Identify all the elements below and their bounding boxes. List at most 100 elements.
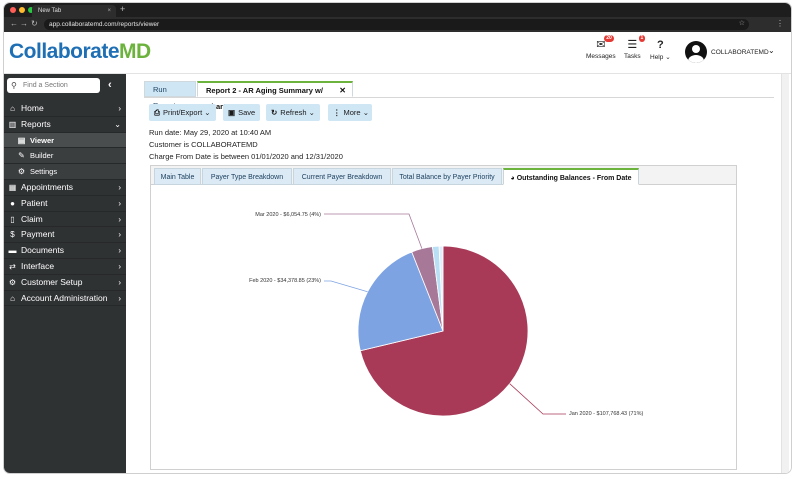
pie-chart-icon: ◕: [510, 175, 515, 182]
charge-from-text: Charge From Date is between 01/01/2020 a…: [149, 152, 343, 161]
chevron-right-icon: ›: [118, 104, 121, 113]
bookmark-star-icon[interactable]: ☆: [738, 20, 745, 27]
tab-outstanding-balances[interactable]: ◕ Outstanding Balances - From Date: [503, 168, 639, 185]
browser-tab-close-icon[interactable]: ×: [107, 8, 111, 14]
tab-current-payer-breakdown[interactable]: Current Payer Breakdown: [293, 168, 391, 185]
sidebar-item-reports[interactable]: ▥ Reports ⌄: [4, 116, 126, 133]
refresh-button[interactable]: ↻ Refresh ⌄: [266, 104, 320, 121]
save-icon: ▣: [228, 108, 236, 117]
browser-tabbar: New Tab × +: [4, 3, 791, 17]
chevron-down-icon: ⌄: [308, 108, 315, 117]
user-menu-chevron-icon[interactable]: ⌄: [768, 46, 775, 55]
browser-window: New Tab × + ← → ↻ app.collaboratemd.com/…: [4, 3, 791, 473]
tab-main-table[interactable]: Main Table: [154, 168, 201, 185]
sidebar-item-label: Settings: [30, 167, 58, 177]
chevron-right-icon: ›: [118, 277, 121, 287]
pie-label-1: Feb 2020 - $34,378.85 (23%): [249, 278, 321, 284]
wrench-icon: ✎: [18, 151, 25, 161]
home-icon: ⌂: [10, 104, 15, 113]
pie-leader-line-1: [324, 280, 368, 293]
sidebar-item-interface[interactable]: ⇄ Interface ›: [4, 258, 126, 275]
maximize-window-icon[interactable]: [28, 7, 34, 13]
payment-icon: $: [10, 230, 15, 240]
chevron-right-icon: ›: [118, 261, 121, 271]
sidebar-item-documents[interactable]: ▬ Documents ›: [4, 243, 126, 259]
sidebar-item-label: Payment: [21, 229, 55, 240]
tab-payer-type-breakdown[interactable]: Payer Type Breakdown: [202, 168, 292, 185]
back-icon[interactable]: ←: [10, 19, 18, 28]
help-icon: ?: [656, 39, 664, 51]
tab-divider: [144, 97, 774, 98]
sidebar-search-input[interactable]: ⚲ Find a Section: [7, 78, 100, 93]
messages-badge: 20: [604, 35, 614, 42]
main-content: Run Report Report 2 - AR Aging Summary w…: [126, 74, 791, 473]
chevron-right-icon: ›: [118, 246, 121, 256]
pie-slice-0[interactable]: [359, 245, 529, 417]
sidebar-item-payment[interactable]: $ Payment ›: [4, 227, 126, 244]
sidebar-item-claim[interactable]: ▯ Claim ›: [4, 211, 126, 228]
avatar[interactable]: [685, 41, 707, 63]
sidebar-item-label: Appointments: [21, 181, 73, 192]
sidebar-item-builder[interactable]: ✎ Builder: [4, 148, 126, 165]
browser-tab-title: New Tab: [38, 8, 62, 14]
sidebar-item-home[interactable]: ⌂ Home ›: [4, 101, 126, 117]
close-window-icon[interactable]: [10, 7, 16, 13]
search-placeholder: Find a Section: [23, 82, 68, 89]
chevron-down-icon: ⌄: [114, 119, 121, 129]
new-tab-button[interactable]: +: [120, 4, 126, 14]
forward-icon[interactable]: →: [20, 19, 28, 28]
pie-label-2: Mar 2020 - $6,054.75 (4%): [255, 212, 321, 218]
browser-tab[interactable]: New Tab ×: [32, 5, 116, 17]
refresh-icon: ↻: [271, 108, 278, 117]
chevron-right-icon: ›: [118, 198, 121, 208]
print-export-icon: ⎙: [154, 108, 160, 117]
sidebar-item-account-administration[interactable]: ⌂ Account Administration ›: [4, 290, 126, 307]
chevron-right-icon: ›: [118, 230, 121, 240]
url-input[interactable]: app.collaboratemd.com/reports/viewer: [44, 19, 749, 30]
pie-chart: Jan 2020 - $107,768.43 (71%) Feb 2020 - $…: [249, 212, 643, 417]
report-panel: Main Table Payer Type Breakdown Current …: [150, 165, 737, 470]
sidebar-item-label: Reports: [21, 118, 51, 129]
chevron-right-icon: ›: [118, 214, 121, 224]
print-export-button[interactable]: ⎙ Print/Export ⌄: [149, 104, 216, 121]
tab-run-report[interactable]: Run Report: [144, 81, 196, 110]
sidebar-item-patient[interactable]: ● Patient ›: [4, 195, 126, 212]
viewer-icon: ▤: [17, 135, 26, 145]
tasks-button[interactable]: ☰ 1 Tasks: [624, 35, 646, 60]
cogs-icon: ⚙: [8, 277, 17, 287]
tab-total-balance-by-payer-priority[interactable]: Total Balance by Payer Priority: [392, 168, 502, 185]
help-chevron-icon: ⌄: [665, 54, 671, 61]
sidebar-nav: ⌂ Home › ▥ Reports ⌄ ▤ Viewer ✎ Builder ⚙ Settings ▦…: [4, 101, 126, 307]
more-button[interactable]: ⋮ More ⌄: [328, 104, 372, 121]
sidebar-item-customer-setup[interactable]: ⚙ Customer Setup ›: [4, 274, 126, 291]
messages-button[interactable]: ✉ 20 Messages: [586, 35, 616, 60]
chevron-right-icon: ›: [118, 182, 121, 192]
gear-icon: ⚙: [17, 167, 26, 177]
close-tab-icon[interactable]: ✕: [339, 86, 346, 95]
chevron-down-icon: ⌄: [362, 108, 369, 117]
reports-icon: ▥: [8, 119, 17, 129]
minimize-window-icon[interactable]: [19, 7, 25, 13]
sidebar-item-settings[interactable]: ⚙ Settings: [4, 164, 126, 180]
address-bar: ← → ↻ app.collaboratemd.com/reports/view…: [4, 17, 791, 32]
sidebar-item-label: Builder: [30, 151, 54, 161]
interface-icon: ⇄: [9, 261, 16, 271]
run-date-text: Run date: May 29, 2020 at 10:40 AM: [149, 128, 272, 137]
search-icon: ⚲: [11, 81, 17, 90]
pie-leader-line-0: [509, 383, 566, 415]
sidebar-item-appointments[interactable]: ▦ Appointments ›: [4, 179, 126, 196]
reload-icon[interactable]: ↻: [31, 19, 38, 28]
patient-icon: ●: [10, 198, 15, 208]
tab-current-report[interactable]: Report 2 - AR Aging Summary w/ Chart ✕: [197, 81, 353, 111]
sidebar-item-label: Account Administration: [21, 292, 108, 303]
sidebar-item-viewer[interactable]: ▤ Viewer: [4, 132, 126, 149]
browser-menu-icon[interactable]: ⋮: [776, 19, 784, 28]
collapse-sidebar-icon[interactable]: ‹: [108, 79, 112, 91]
app-logo[interactable]: CollaborateMD: [9, 40, 151, 63]
pie-slice-4[interactable]: [438, 245, 444, 332]
customer-text: Customer is COLLABORATEMD: [149, 140, 258, 149]
user-name[interactable]: COLLABORATEMD: [711, 49, 769, 56]
help-button[interactable]: ? Help ⌄: [650, 38, 671, 61]
tasks-icon: ☰ 1: [627, 35, 646, 51]
save-button[interactable]: ▣ Save: [223, 104, 260, 121]
